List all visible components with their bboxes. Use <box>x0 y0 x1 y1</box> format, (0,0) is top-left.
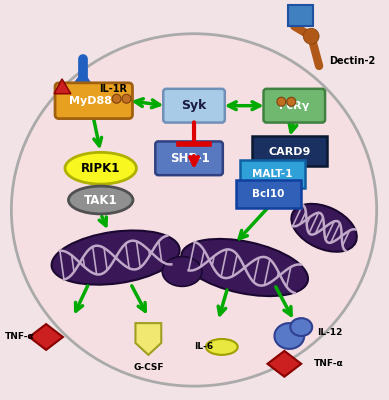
Ellipse shape <box>290 318 312 336</box>
Text: G-CSF: G-CSF <box>133 363 164 372</box>
Ellipse shape <box>181 239 308 296</box>
FancyBboxPatch shape <box>263 89 325 122</box>
FancyBboxPatch shape <box>55 83 133 118</box>
Ellipse shape <box>68 186 133 214</box>
Ellipse shape <box>11 34 377 386</box>
Polygon shape <box>268 351 301 377</box>
Text: Syk: Syk <box>181 99 207 112</box>
Polygon shape <box>54 79 71 94</box>
Text: FcRγ: FcRγ <box>279 101 309 111</box>
Circle shape <box>112 94 121 103</box>
Text: TAK1: TAK1 <box>84 194 117 206</box>
Ellipse shape <box>52 230 180 285</box>
FancyBboxPatch shape <box>236 180 301 208</box>
Text: IL-12: IL-12 <box>317 328 342 336</box>
FancyBboxPatch shape <box>252 136 327 166</box>
Text: SHP-1: SHP-1 <box>170 152 210 165</box>
Text: IL-6: IL-6 <box>194 342 214 352</box>
Text: IL-1R: IL-1R <box>99 84 127 94</box>
Text: TNF-α: TNF-α <box>4 332 34 342</box>
Text: Dectin-2: Dectin-2 <box>329 56 375 66</box>
Polygon shape <box>29 324 63 350</box>
FancyBboxPatch shape <box>155 142 223 175</box>
FancyBboxPatch shape <box>240 160 305 188</box>
Ellipse shape <box>206 339 238 355</box>
Text: TNF-α: TNF-α <box>314 359 344 368</box>
FancyBboxPatch shape <box>163 89 225 122</box>
Text: MALT-1: MALT-1 <box>252 169 293 179</box>
FancyBboxPatch shape <box>288 5 313 26</box>
Text: RIPK1: RIPK1 <box>81 162 120 175</box>
Polygon shape <box>135 323 161 355</box>
Text: MyD88: MyD88 <box>69 96 112 106</box>
Circle shape <box>287 97 296 106</box>
Text: CARD9: CARD9 <box>268 147 310 157</box>
Circle shape <box>303 28 319 44</box>
Ellipse shape <box>274 323 304 349</box>
Ellipse shape <box>65 152 137 184</box>
Ellipse shape <box>162 256 202 286</box>
Circle shape <box>122 94 131 103</box>
Ellipse shape <box>291 204 357 252</box>
Text: Bcl10: Bcl10 <box>252 189 285 199</box>
Circle shape <box>277 97 286 106</box>
